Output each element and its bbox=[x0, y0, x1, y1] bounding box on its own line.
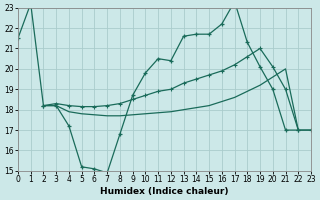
X-axis label: Humidex (Indice chaleur): Humidex (Indice chaleur) bbox=[100, 187, 229, 196]
